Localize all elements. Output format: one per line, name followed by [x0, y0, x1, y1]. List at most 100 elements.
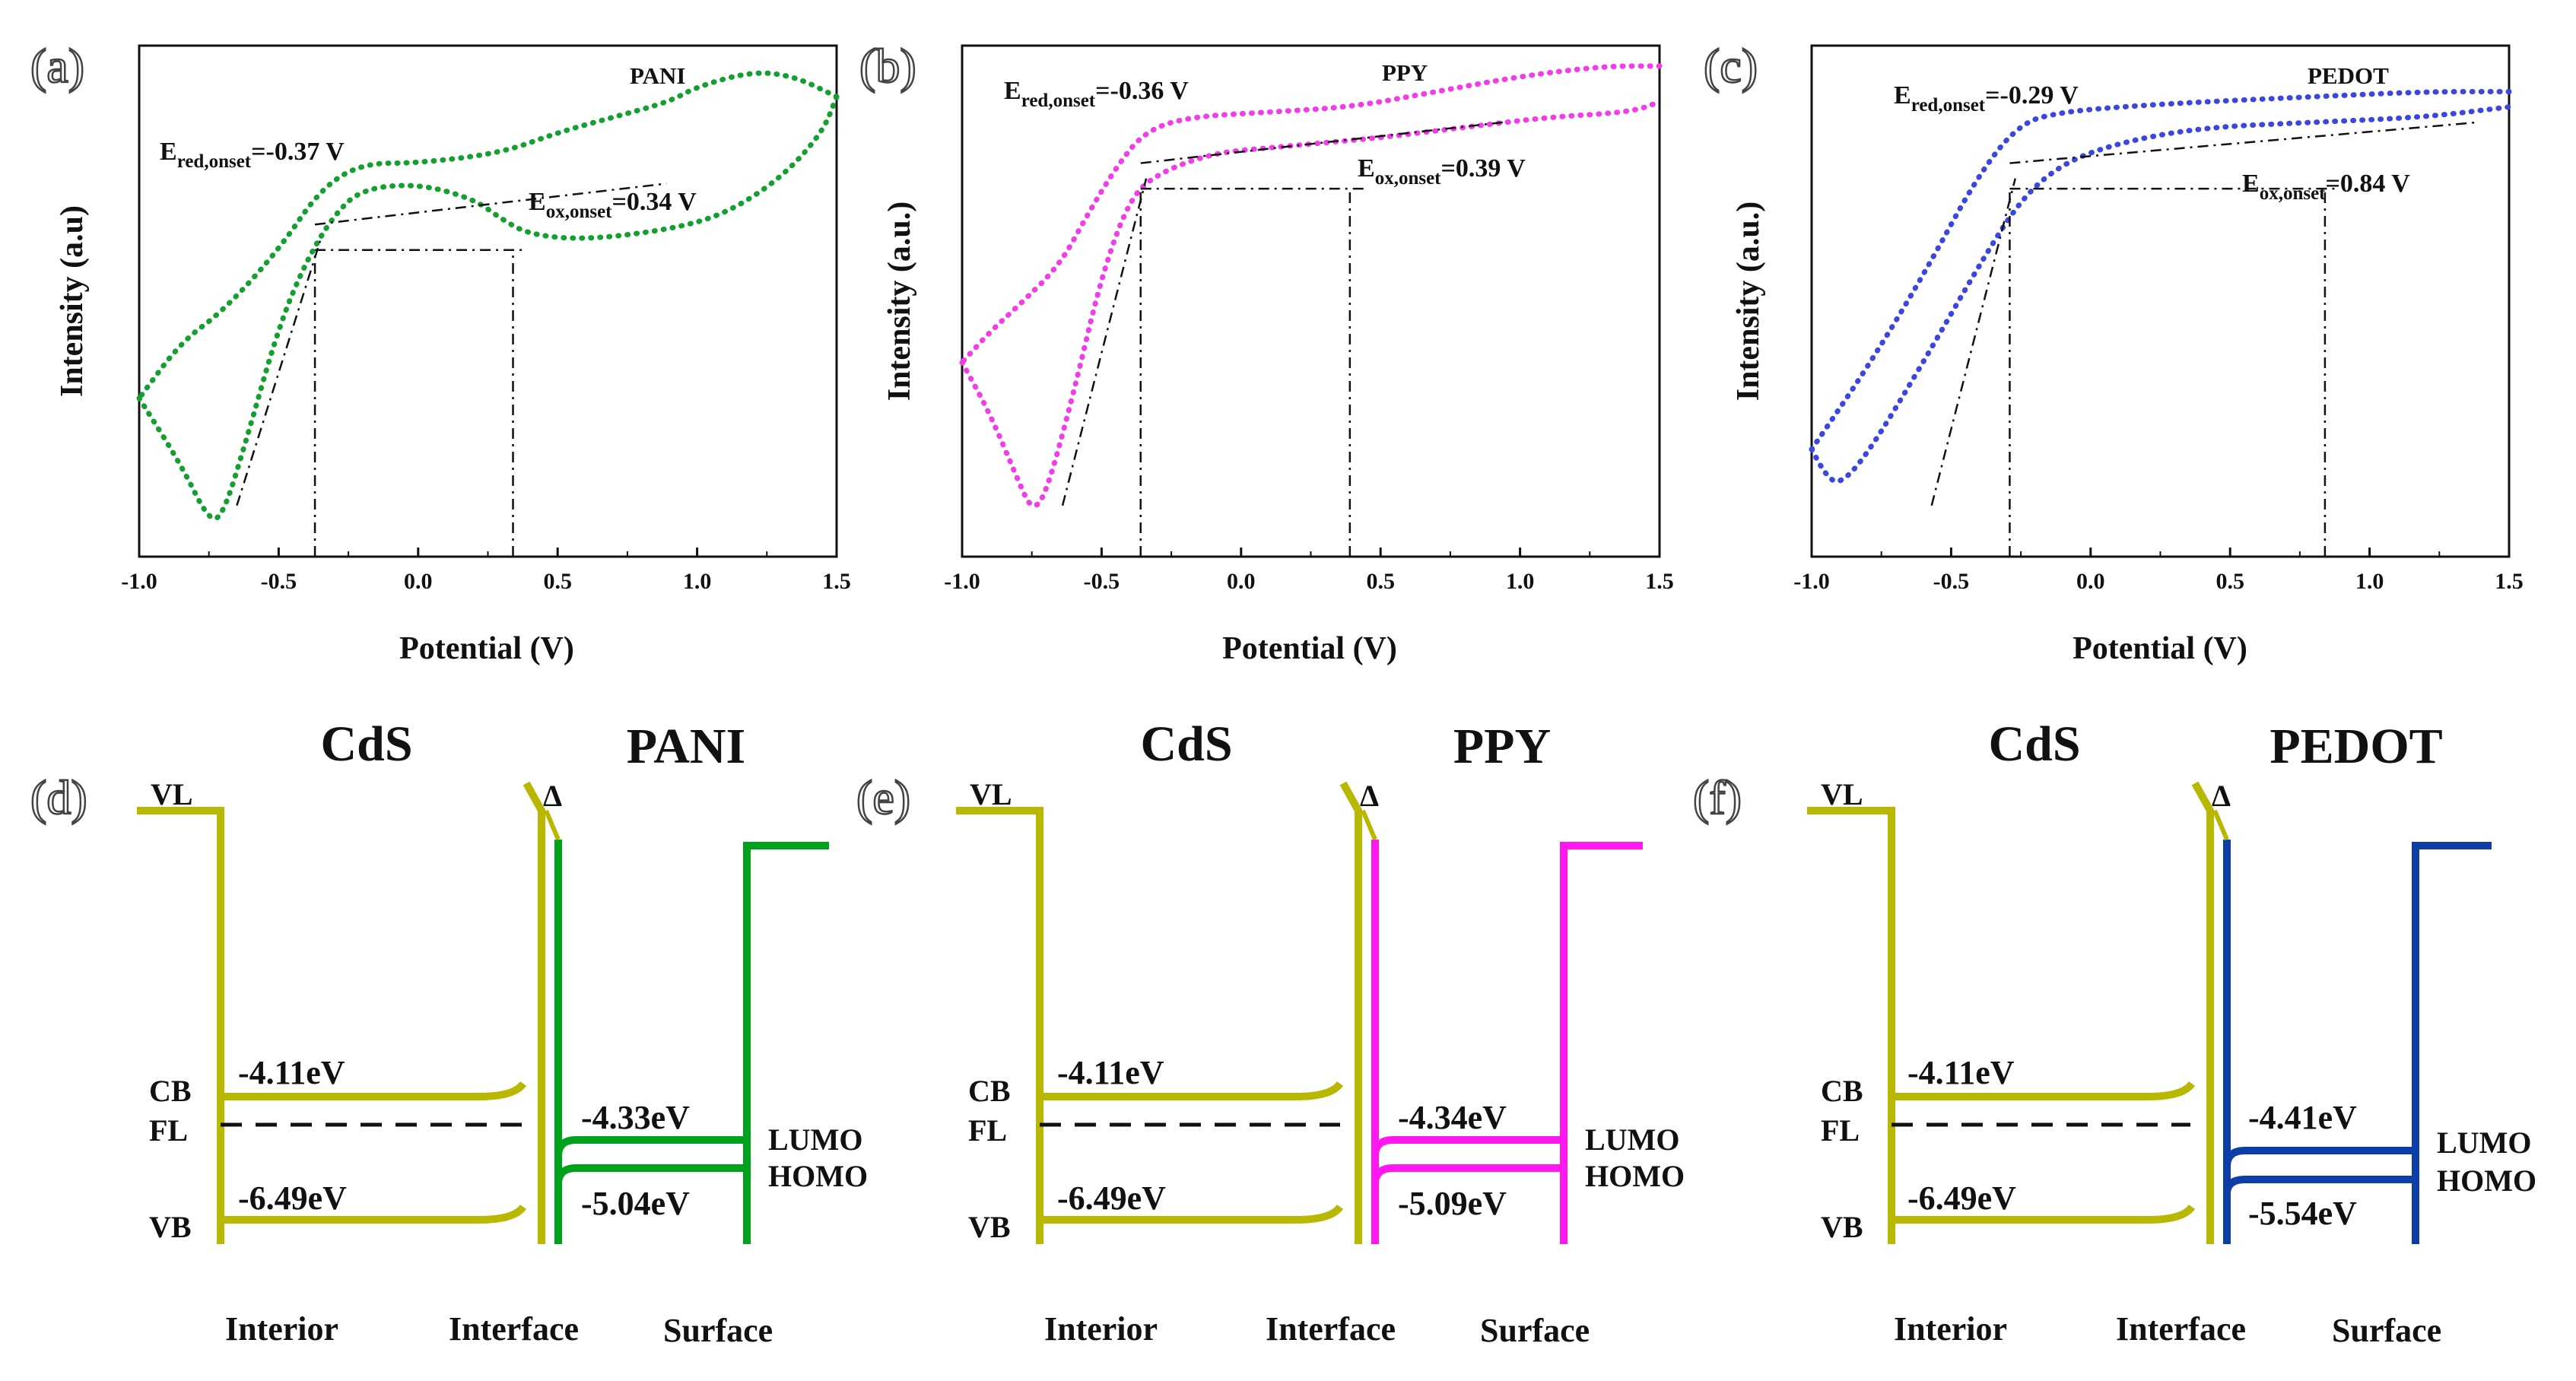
vb-label: VB: [149, 1210, 192, 1244]
panel-label-c: (c): [1704, 39, 1758, 93]
panel-label-d: (d): [30, 770, 87, 824]
homo-energy: -5.09eV: [1398, 1185, 1507, 1222]
cds-title: CdS: [1988, 716, 2080, 772]
plot-frame: [961, 44, 1661, 558]
x-axis-label: Potential (V): [1222, 631, 1397, 666]
onset-plateau: [1140, 121, 1504, 164]
x-tick-label: 1.0: [1506, 569, 1535, 594]
polymer-label: PPY: [1382, 59, 1428, 86]
vb-energy: -6.49eV: [1057, 1179, 1166, 1217]
vl-label: VL: [1821, 777, 1863, 811]
onset-ox-annotation: Eox,onset=0.84 V: [2242, 170, 2410, 204]
series-reverse: [959, 63, 1663, 366]
lumo-label: LUMO: [1585, 1122, 1679, 1157]
homo-label: HOMO: [2437, 1164, 2536, 1198]
series-forward: [136, 94, 840, 522]
cb-label: CB: [1821, 1074, 1863, 1108]
x-ticks: -1.0 -0.5 0.0 0.5 1.0 1.5: [944, 548, 1674, 594]
onset-tangent: [1930, 178, 2016, 506]
x-tick-label: -1.0: [1793, 569, 1830, 594]
polymer-title: PPY: [1453, 719, 1551, 774]
onset-red-annotation: Ered,onset=-0.36 V: [1004, 77, 1189, 111]
panel-label-a: (a): [30, 39, 84, 93]
delta-label: Δ: [543, 779, 562, 813]
cds-interface-edge: [2191, 781, 2214, 1244]
onset-ox-annotation: Eox,onset=0.39 V: [1358, 154, 1526, 189]
x-axis-label: Potential (V): [399, 631, 574, 666]
cds-vacuum-level: [137, 807, 224, 1244]
vl-label: VL: [970, 777, 1012, 811]
lumo-level: [554, 1136, 747, 1157]
polymer-bands: [554, 840, 829, 1244]
band-diagram-pani: (d) CdS PANI VL CB FL VB Δ -4.11eV -6.49…: [30, 716, 868, 1349]
vb-label: VB: [968, 1210, 1011, 1244]
onset-guides: [1061, 121, 1504, 557]
band-diagram-ppy: (e) CdS PPY VL CB FL VB Δ -4.11eV -6.49e…: [856, 716, 1685, 1349]
polymer-vacuum-level: [2412, 842, 2492, 1244]
x-tick-label: 0.5: [543, 569, 572, 594]
series-forward: [1809, 104, 2512, 484]
x-tick-label: 0.5: [2215, 569, 2244, 594]
interface-label: Interface: [449, 1310, 579, 1348]
onset-guides: [1930, 121, 2479, 557]
lumo-level: [1371, 1136, 1564, 1157]
surface-label: Surface: [1480, 1312, 1590, 1349]
y-axis-label: Intensity (a.u.): [882, 202, 917, 402]
band-diagram-pedot: (f) CdS PEDOT VL CB FL VB Δ -4.11eV -6.4…: [1692, 716, 2536, 1349]
x-tick-label: 1.5: [822, 569, 851, 594]
cds-conduction-band: [221, 1081, 527, 1100]
onset-tangent: [1061, 178, 1148, 506]
interior-label: Interior: [1044, 1310, 1158, 1348]
polymer-bands: [2223, 840, 2492, 1244]
x-tick-label: 1.5: [2495, 569, 2524, 594]
band-bending-delta: [1361, 809, 1377, 841]
cb-label: CB: [968, 1074, 1011, 1108]
x-tick-label: 1.0: [683, 569, 712, 594]
x-tick-label: 0.0: [1227, 569, 1256, 594]
lumo-energy: -4.41eV: [2248, 1099, 2357, 1136]
cds-bands: [137, 781, 545, 1244]
panel-label-b: (b): [859, 39, 916, 93]
onset-tangent: [236, 239, 322, 506]
homo-label: HOMO: [1585, 1159, 1685, 1193]
interface-label: Interface: [2116, 1310, 2246, 1348]
onset-guides: [236, 183, 667, 557]
delta-label: Δ: [1360, 779, 1379, 813]
x-tick-label: 0.0: [404, 569, 433, 594]
polymer-label: PEDOT: [2308, 62, 2389, 89]
cds-title: CdS: [1140, 716, 1232, 772]
homo-level: [554, 1164, 747, 1185]
vb-label: VB: [1821, 1210, 1863, 1244]
cv-plot-pedot: (c) -1.0 -0.5 0.0 0.5 1.0 1.5 PEDOT Ered,onse…: [1703, 38, 2524, 666]
panel-label-f: (f): [1693, 770, 1742, 824]
onset-ox-annotation: Eox,onset=0.34 V: [529, 188, 697, 222]
cb-energy: -4.11eV: [1907, 1054, 2015, 1091]
x-ticks: -1.0 -0.5 0.0 0.5 1.0 1.5: [121, 548, 851, 594]
cds-vacuum-level: [1807, 807, 1895, 1244]
interface-label: Interface: [1266, 1310, 1396, 1348]
x-tick-label: 0.0: [2076, 569, 2105, 594]
series-reverse: [136, 70, 840, 402]
x-tick-label: -0.5: [1084, 569, 1120, 594]
vb-energy: -6.49eV: [1907, 1179, 2016, 1217]
onset-red-annotation: Ered,onset=-0.37 V: [160, 138, 345, 172]
surface-label: Surface: [663, 1312, 773, 1349]
band-bending-delta: [2212, 809, 2229, 841]
cds-interface-edge: [523, 781, 545, 1244]
x-tick-label: -0.5: [1933, 569, 1970, 594]
cv-plot-pani: (a) -1.0 -0.5 0.0 0.5 1.0 1.5 PANI Ered,onset…: [30, 38, 851, 666]
series-reverse: [1809, 88, 2512, 452]
cds-valence-band: [221, 1204, 527, 1224]
x-tick-label: -1.0: [944, 569, 980, 594]
polymer-title: PANI: [627, 719, 745, 774]
x-tick-label: 0.5: [1366, 569, 1395, 594]
fl-label: FL: [968, 1113, 1007, 1148]
cds-interface-edge: [1339, 781, 1362, 1244]
vl-label: VL: [151, 777, 193, 811]
cds-bands: [956, 781, 1362, 1244]
homo-label: HOMO: [768, 1159, 868, 1193]
x-tick-label: 1.0: [2355, 569, 2384, 594]
lumo-label: LUMO: [768, 1122, 862, 1157]
homo-energy: -5.04eV: [581, 1185, 690, 1222]
